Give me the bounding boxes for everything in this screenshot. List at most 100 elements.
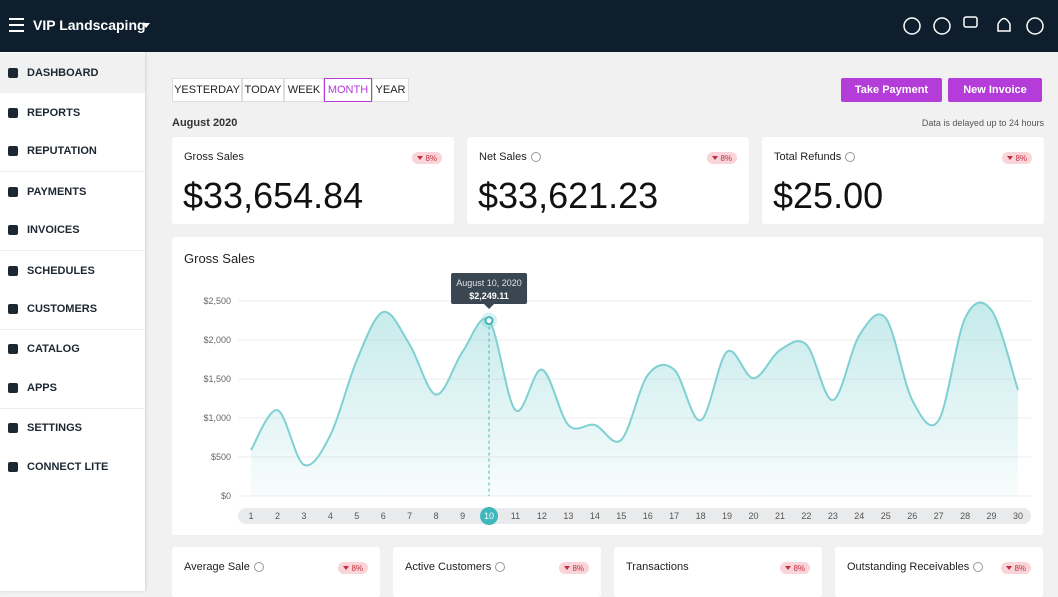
nav-label[interactable]: PAYMENTS	[27, 185, 87, 198]
nav-label[interactable]: CONNECT LITE	[27, 460, 109, 473]
info-icon[interactable]	[495, 562, 506, 572]
nav-icon	[8, 344, 18, 355]
info-icon[interactable]	[530, 152, 541, 162]
period-button[interactable]: MONTH	[324, 78, 372, 102]
change-badge: 8%	[338, 562, 368, 574]
nav-label[interactable]: REPORTS	[27, 106, 81, 119]
x-tick-label: 1	[248, 511, 253, 521]
nav-label[interactable]: DASHBOARD	[27, 66, 99, 79]
summary-card: Gross Sales 8% $33,654.84	[172, 137, 454, 224]
metric-card: Transactions 8%	[614, 547, 822, 597]
tooltip	[451, 273, 528, 304]
tooltip-value: $2,249.11	[469, 291, 509, 301]
chart-title: Gross Sales	[184, 251, 255, 266]
tooltip-pointer	[484, 304, 495, 309]
metric-card: Active Customers 8%	[393, 547, 601, 597]
nav-item[interactable]: CUSTOMERS	[0, 289, 145, 328]
nav-item[interactable]: REPUTATION	[0, 132, 145, 171]
delay-notice: Data is delayed up to 24 hours	[921, 118, 1044, 128]
y-tick-label: $1,500	[203, 374, 231, 384]
help-icon[interactable]	[933, 17, 951, 35]
nav-icon	[8, 265, 18, 276]
change-badge: 8%	[559, 562, 589, 574]
x-tick-label: 12	[537, 511, 547, 521]
x-tick-label: 17	[669, 511, 679, 521]
nav-icon	[8, 67, 18, 78]
nav-item[interactable]: DASHBOARD	[0, 53, 145, 92]
metric-card: Outstanding Receivables 8%	[835, 547, 1043, 597]
info-icon[interactable]	[253, 562, 264, 572]
card-value: $33,621.23	[478, 175, 659, 216]
nav-item[interactable]: APPS	[0, 368, 145, 407]
x-tick-label: 9	[460, 511, 465, 521]
dropdown-caret[interactable]	[142, 23, 150, 28]
x-tick-label: 25	[881, 511, 891, 521]
nav-icon	[8, 423, 18, 434]
nav-item[interactable]: SETTINGS	[0, 407, 145, 448]
change-badge: 8%	[1001, 562, 1031, 574]
nav-label[interactable]: CUSTOMERS	[27, 302, 98, 315]
nav-item[interactable]: CATALOG	[0, 328, 145, 369]
x-tick-label: 30	[1013, 511, 1023, 521]
business-name[interactable]: VIP Landscaping	[33, 17, 146, 33]
period-label: August 2020	[172, 117, 238, 129]
x-tick-label: 23	[828, 511, 838, 521]
card-title: Average Sale	[184, 561, 264, 573]
add-icon[interactable]	[903, 17, 921, 35]
card-title: Outstanding Receivables	[847, 561, 984, 573]
sidebar: DASHBOARD REPORTS REPUTATION PAYMENTS INVOIC…	[0, 52, 145, 591]
tooltip-title: August 10, 2020	[456, 278, 522, 288]
x-tick-label: 21	[775, 511, 785, 521]
nav-label[interactable]: REPUTATION	[27, 145, 97, 158]
period-button[interactable]: WEEK	[284, 78, 324, 102]
nav-label[interactable]: INVOICES	[27, 224, 80, 237]
x-tick-label: 3	[301, 511, 306, 521]
x-axis-track	[238, 508, 1031, 524]
bell-icon[interactable]	[997, 17, 1011, 32]
nav-item[interactable]: PAYMENTS	[0, 171, 145, 211]
nav-item[interactable]: SCHEDULES	[0, 250, 145, 290]
y-tick-label: $500	[211, 452, 231, 462]
card-title-text: Outstanding Receivables	[847, 561, 970, 573]
chart: Gross Sales $0 $500 $1,000 $1,500 $2,000 $2,50…	[184, 251, 1031, 525]
nav-item[interactable]: REPORTS	[0, 92, 145, 132]
x-tick-label: 24	[854, 511, 864, 521]
account-icon[interactable]	[1026, 17, 1044, 35]
menu-icon[interactable]	[9, 18, 24, 32]
y-tick-label: $2,000	[203, 335, 231, 345]
info-icon[interactable]	[973, 562, 984, 572]
x-tick-label: 11	[511, 511, 520, 521]
nav-icon	[8, 303, 18, 314]
nav-label[interactable]: CATALOG	[27, 343, 80, 356]
nav-icon	[8, 382, 18, 393]
hover-point	[484, 316, 494, 326]
x-tick-label: 16	[643, 511, 653, 521]
card-title: Total Refunds	[774, 151, 856, 163]
nav-label[interactable]: SETTINGS	[27, 422, 83, 435]
x-tick-label: 22	[801, 511, 811, 521]
nav-label[interactable]: SCHEDULES	[27, 264, 95, 277]
nav-item[interactable]: INVOICES	[0, 211, 145, 250]
x-tick-label: 8	[434, 511, 439, 521]
nav-icon	[8, 186, 18, 197]
summary-card: Total Refunds 8% $25.00	[762, 137, 1044, 224]
change-badge: 8%	[1002, 152, 1032, 164]
period-button[interactable]: TODAY	[242, 78, 284, 102]
period-button[interactable]: YEAR	[372, 78, 409, 102]
info-icon[interactable]	[845, 152, 856, 162]
nav-item[interactable]: CONNECT LITE	[0, 447, 145, 486]
x-tick-label: 15	[616, 511, 626, 521]
period-button[interactable]: YESTERDAY	[172, 78, 242, 102]
metric-card: Average Sale 8%	[172, 547, 380, 597]
nav-label[interactable]: APPS	[27, 381, 57, 394]
change-badge: 8%	[412, 152, 442, 164]
change-badge: 8%	[780, 562, 810, 574]
card-value: $33,654.84	[183, 175, 364, 216]
chat-icon[interactable]	[963, 16, 978, 28]
action-button[interactable]: Take Payment	[841, 78, 942, 102]
card-title-text: Transactions	[626, 561, 689, 573]
action-button[interactable]: New Invoice	[948, 78, 1042, 102]
card-title-text: Total Refunds	[774, 151, 842, 163]
card-title: Transactions	[626, 561, 689, 573]
